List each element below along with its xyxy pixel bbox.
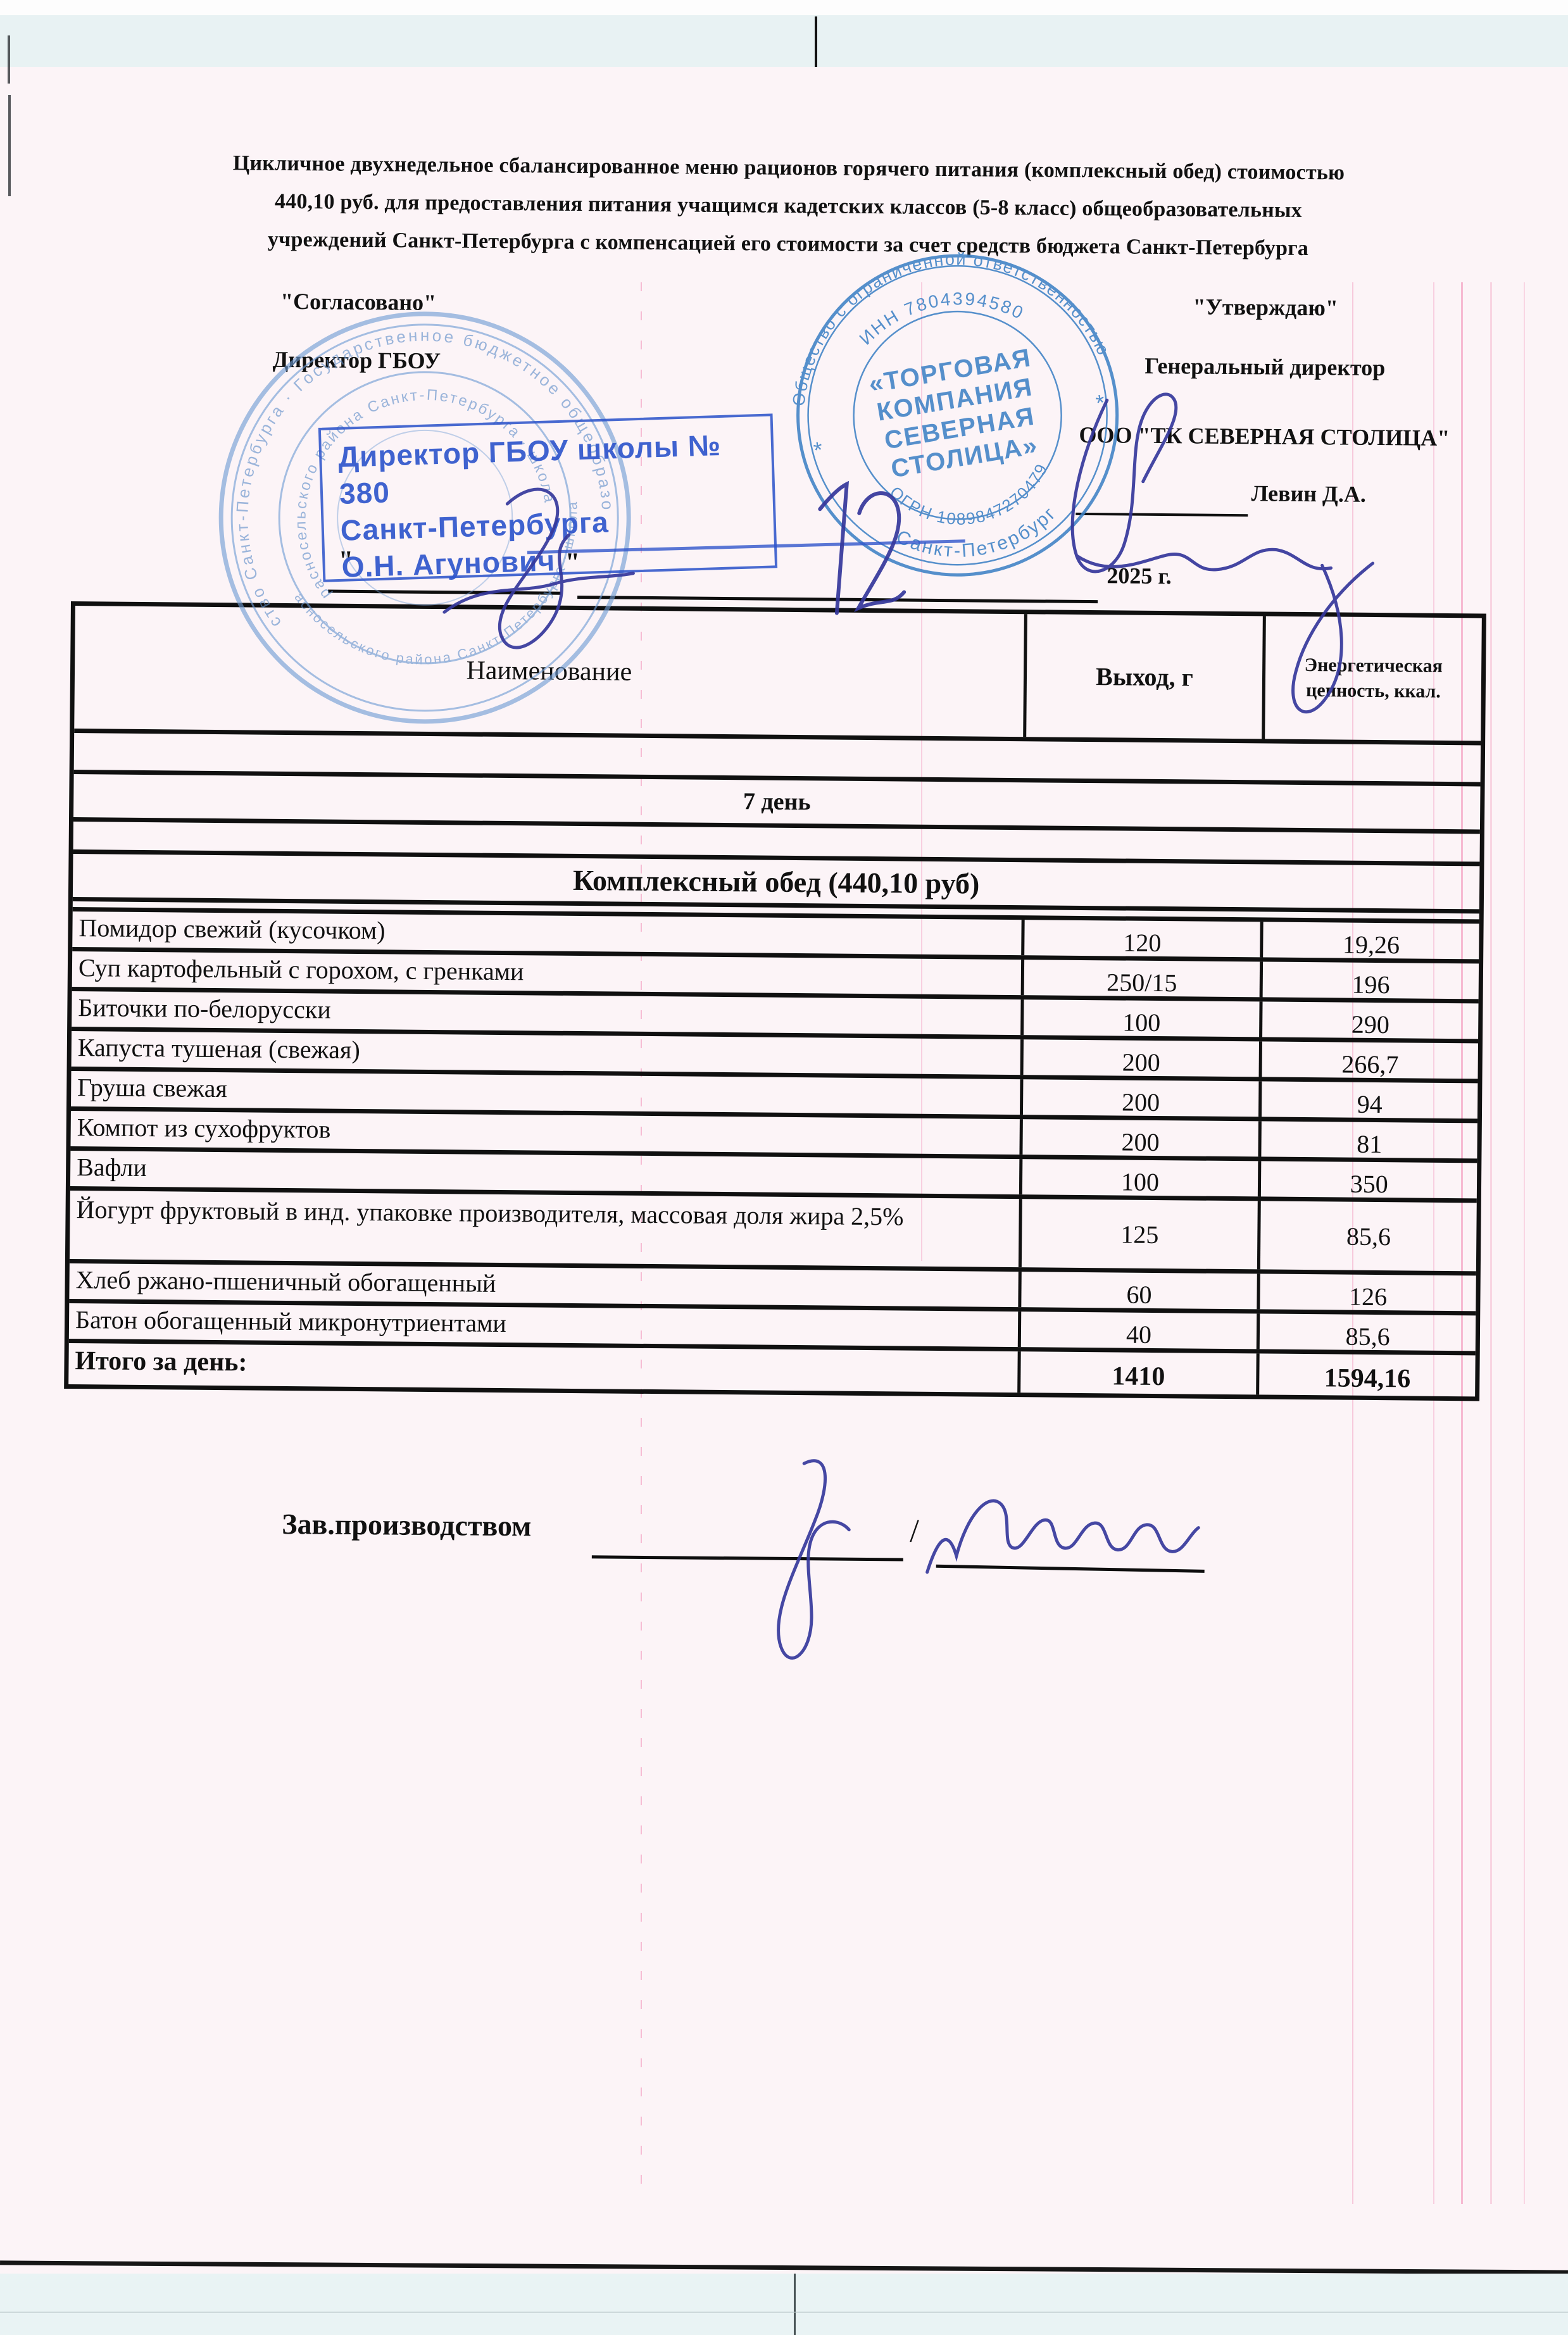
total-kcal: 1594,16 bbox=[1256, 1353, 1476, 1397]
document-title: Цикличное двухнедельное сбалансированное… bbox=[85, 143, 1491, 269]
menu-item-kcal: 19,26 bbox=[1260, 922, 1479, 960]
company-round-stamp: Общество с ограниченной ответственностью… bbox=[768, 225, 1119, 577]
menu-item-output: 200 bbox=[1019, 1119, 1259, 1157]
rect-stamp-line-1: Директор ГБОУ школы № 380 bbox=[337, 428, 722, 510]
svg-text:ОГРН 1089847270479: ОГРН 1089847270479 bbox=[884, 458, 1059, 541]
date-underline-month bbox=[577, 595, 1098, 604]
menu-item-output: 100 bbox=[1019, 1159, 1258, 1197]
table-row: Йогурт фруктовый в инд. упаковке произво… bbox=[69, 1191, 1477, 1276]
menu-item-output: 250/15 bbox=[1020, 960, 1260, 998]
director-rect-stamp: Директор ГБОУ школы № 380 Санкт-Петербур… bbox=[318, 413, 778, 584]
table-header-row: Наименование Выход, г Энергетическая цен… bbox=[74, 606, 1482, 746]
menu-table: Наименование Выход, г Энергетическая цен… bbox=[64, 601, 1486, 1401]
handwritten-day-1 bbox=[818, 480, 850, 615]
company-stamp-center-line-3: СЕВЕРНАЯ bbox=[882, 402, 1037, 454]
scanner-band-line bbox=[0, 2312, 1568, 2313]
scan-streak bbox=[1524, 282, 1525, 2204]
year-label: 2025 г. bbox=[1107, 563, 1172, 589]
company-stamp-city-text: Санкт-Петербург bbox=[890, 500, 1065, 573]
scan-streak bbox=[1490, 282, 1492, 2204]
total-label: Итого за день: bbox=[75, 1346, 248, 1377]
svg-text:Санкт-Петербург: Санкт-Петербург bbox=[890, 500, 1065, 573]
menu-item-name: Батон обогащенный микронутриентами bbox=[75, 1305, 507, 1338]
menu-item-name: Йогурт фруктовый в инд. упаковке произво… bbox=[76, 1195, 904, 1231]
signer-underline bbox=[1076, 512, 1248, 517]
page-fold-line-top bbox=[815, 16, 817, 68]
menu-item-name: Груша свежая bbox=[77, 1073, 228, 1103]
agree-role: Директор ГБОУ bbox=[272, 346, 441, 374]
signature-separator: / bbox=[909, 1513, 919, 1549]
menu-item-kcal: 196 bbox=[1259, 961, 1479, 999]
handwritten-day-2 bbox=[853, 491, 906, 613]
menu-item-kcal: 85,6 bbox=[1257, 1201, 1477, 1272]
date-underline-day bbox=[328, 589, 561, 595]
menu-item-name: Биточки по-белорусски bbox=[78, 993, 331, 1024]
menu-item-name: Компот из сухофруктов bbox=[77, 1113, 331, 1144]
scan-streak bbox=[1352, 282, 1353, 2204]
company-stamp-center-line-1: «ТОРГОВАЯ bbox=[867, 344, 1033, 398]
document-content: Цикличное двухнедельное сбалансированное… bbox=[0, 66, 1568, 2286]
menu-item-name: Помидор свежий (кусочком) bbox=[78, 913, 386, 945]
menu-item-name: Суп картофельный с горохом, с гренками bbox=[78, 953, 524, 986]
scan-edge-mark bbox=[8, 95, 11, 196]
header-energy-line2: ценность, ккал. bbox=[1305, 680, 1441, 702]
menu-item-name: Вафли bbox=[77, 1153, 147, 1182]
approve-heading: "Утверждаю" bbox=[1193, 294, 1338, 321]
scanner-band-bottom bbox=[0, 2274, 1568, 2335]
scan-streak bbox=[921, 282, 922, 1261]
signature-underline-2 bbox=[936, 1564, 1205, 1573]
menu-item-output: 40 bbox=[1017, 1311, 1257, 1349]
company-stamp-star-right: * bbox=[1094, 389, 1107, 416]
approve-company: ООО "ТК СЕВЕРНАЯ СТОЛИЦА" bbox=[1079, 422, 1450, 451]
header-energy: Энергетическая ценность, ккал. bbox=[1262, 616, 1482, 741]
menu-item-kcal: 266,7 bbox=[1258, 1041, 1478, 1079]
page-fold-line-bottom bbox=[794, 2274, 796, 2335]
menu-item-kcal: 350 bbox=[1258, 1161, 1477, 1199]
menu-item-output: 125 bbox=[1018, 1199, 1258, 1270]
signature-underline-1 bbox=[591, 1555, 903, 1562]
menu-item-output: 200 bbox=[1020, 1039, 1260, 1077]
menu-item-output: 200 bbox=[1019, 1079, 1259, 1117]
svg-text:ИНН 7804394580: ИНН 7804394580 bbox=[851, 277, 1031, 351]
header-energy-line1: Энергетическая bbox=[1304, 654, 1443, 677]
company-stamp-center-line-4: СТОЛИЦА» bbox=[889, 431, 1040, 483]
company-stamp-inn-text: ИНН 7804394580 bbox=[851, 277, 1031, 351]
menu-item-kcal: 126 bbox=[1257, 1274, 1476, 1311]
approve-signer-name: Левин Д.А. bbox=[1251, 480, 1366, 507]
company-stamp-center-line-2: КОМПАНИЯ bbox=[875, 373, 1035, 426]
header-name: Наименование bbox=[466, 656, 632, 687]
menu-item-output: 60 bbox=[1017, 1272, 1258, 1310]
menu-item-kcal: 85,6 bbox=[1257, 1313, 1476, 1351]
menu-item-kcal: 94 bbox=[1258, 1081, 1478, 1119]
total-output: 1410 bbox=[1017, 1351, 1257, 1395]
paper-sheet: Цикличное двухнедельное сбалансированное… bbox=[0, 35, 1568, 2274]
scan-streak bbox=[1461, 282, 1463, 2204]
scanner-band-top bbox=[0, 15, 1568, 68]
scan-streak bbox=[1433, 282, 1434, 2204]
menu-item-kcal: 81 bbox=[1258, 1121, 1477, 1159]
agree-heading: "Согласовано" bbox=[280, 288, 437, 316]
approve-signature bbox=[1070, 392, 1178, 573]
approve-role: Генеральный директор bbox=[1145, 353, 1386, 381]
production-manager-label: Зав.производством bbox=[282, 1507, 532, 1543]
scan-edge-mark bbox=[8, 35, 10, 84]
menu-item-kcal: 290 bbox=[1259, 1001, 1479, 1039]
scan-streak bbox=[641, 282, 642, 2204]
header-output: Выход, г bbox=[1022, 614, 1264, 739]
menu-item-name: Хлеб ржано-пшеничный обогащенный bbox=[75, 1265, 496, 1298]
menu-item-name: Капуста тушеная (свежая) bbox=[77, 1033, 360, 1065]
production-manager-surname-signature bbox=[925, 1499, 1200, 1574]
company-stamp-ogrn-text: ОГРН 1089847270479 bbox=[884, 458, 1059, 541]
menu-item-output: 120 bbox=[1020, 920, 1260, 958]
menu-item-output: 100 bbox=[1020, 999, 1260, 1037]
company-stamp-star-left: * bbox=[812, 436, 825, 463]
